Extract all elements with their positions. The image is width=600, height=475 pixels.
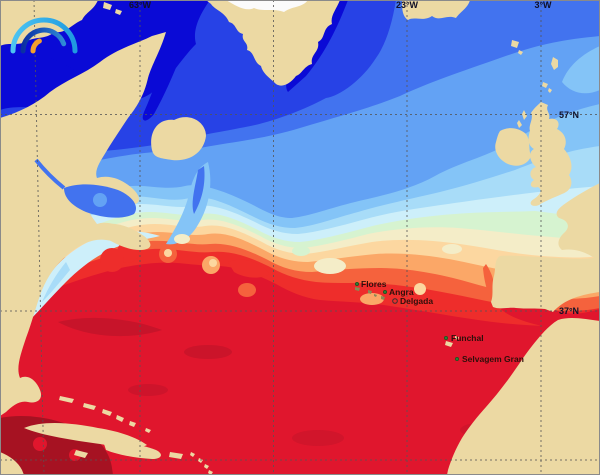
shetland-orkney (542, 57, 558, 93)
nova-scotia (98, 223, 151, 250)
sst-ne-corner-light (562, 46, 600, 94)
place-label-selvagem: Selvagem Gran (462, 354, 524, 364)
logo-inner-arc (30, 38, 42, 54)
iceland-landmass (402, 0, 470, 20)
place-label-delgada: Delgada (400, 296, 433, 306)
central-america (0, 452, 24, 475)
ireland (495, 128, 531, 166)
europe-landmass (491, 183, 600, 312)
bahamas (59, 396, 151, 433)
angra-marker-icon (382, 289, 388, 295)
gulf-inner-light (93, 193, 107, 207)
sst-coastal-cold-inner (42, 262, 70, 302)
jamaica (74, 450, 88, 458)
delgada-town-circle-icon (392, 298, 398, 304)
baffin-island (0, 0, 98, 46)
sst-shelf-tongue-inner (192, 166, 205, 214)
newfoundland-island (151, 117, 206, 161)
great-britain (528, 102, 572, 206)
hebrides (517, 110, 527, 128)
selvagem-marker-icon (454, 356, 460, 362)
hispaniola (104, 442, 161, 459)
sst-band-hot2 (0, 262, 600, 475)
sst-coastal-cold-strip (28, 231, 160, 322)
azores-islands (355, 287, 385, 300)
canary-islands (518, 391, 576, 402)
sst-hudson-strait-coldest (0, 49, 85, 92)
lon-label-23w: 23°W (396, 0, 419, 10)
lesser-antilles (190, 452, 213, 475)
place-label-angra: Angra (389, 287, 414, 297)
cape-verde-islands (450, 457, 466, 472)
logo-middle-arc (20, 27, 67, 54)
lat-label-57n: 57°N (559, 110, 579, 120)
north-america-landmass (0, 32, 166, 416)
cuba (24, 423, 147, 448)
lon-label-3w: 3°W (534, 0, 552, 10)
madeira-islands (445, 336, 459, 347)
lon-label-63w: 63°W (129, 0, 152, 10)
place-label-flores: Flores (361, 279, 387, 289)
flores-marker-icon (354, 281, 360, 287)
meridian-83w (33, 0, 45, 475)
place-label-funchal: Funchal (451, 333, 484, 343)
inland-water (34, 158, 137, 218)
funchal-marker-icon (443, 335, 449, 341)
faroe-islands (511, 40, 523, 55)
lat-label-37n: 37°N (559, 306, 579, 316)
sst-labrador-coast-coldest (142, 37, 184, 121)
logo-outer-arc (10, 17, 78, 54)
rainbow-arcs-logo-icon (10, 17, 78, 54)
place-labels: Flores Angra Delgada Funchal Selvagem Gr… (361, 279, 524, 364)
greenland-snowcap (226, 0, 308, 12)
st-lawrence-river (34, 158, 66, 190)
gulf-stream-eddies (100, 234, 495, 305)
puerto-rico (169, 452, 183, 459)
place-markers (354, 281, 460, 362)
graticule-labels: 63°W 23°W 3°W 57°N 37°N (129, 0, 579, 316)
greenland-landmass (194, 0, 340, 86)
arctic-islets (103, 2, 122, 15)
